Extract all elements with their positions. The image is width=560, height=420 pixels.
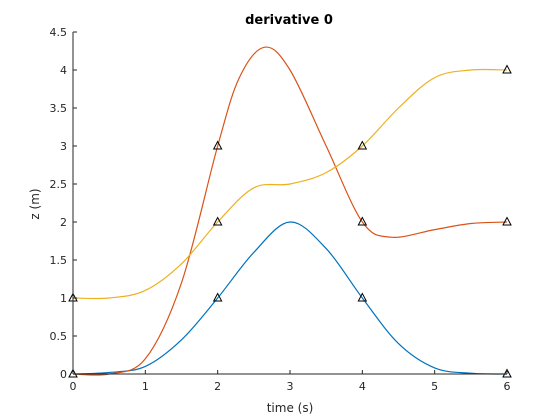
x-tick-label: 3 bbox=[287, 380, 294, 393]
chart-title: derivative 0 bbox=[245, 13, 333, 28]
axes bbox=[72, 32, 507, 375]
waypoint-marker bbox=[68, 368, 78, 378]
y-tick-label: 4 bbox=[60, 64, 67, 77]
marker-layer bbox=[68, 64, 512, 378]
series-line-3 bbox=[72, 68, 508, 300]
x-tick-label: 5 bbox=[431, 380, 438, 393]
y-tick-label: 2.5 bbox=[50, 178, 68, 191]
waypoint-marker bbox=[357, 216, 368, 226]
y-tick-label: 1.5 bbox=[50, 254, 68, 267]
y-tick-label: 0 bbox=[60, 368, 67, 381]
y-tick-label: 3 bbox=[60, 140, 67, 153]
waypoint-marker bbox=[502, 216, 512, 226]
y-tick-label: 0.5 bbox=[50, 330, 68, 343]
x-tick-label: 2 bbox=[214, 380, 221, 393]
x-tick-label: 6 bbox=[504, 380, 511, 393]
y-axis-label: z (m) bbox=[28, 188, 42, 219]
y-tick-label: 1 bbox=[60, 292, 67, 305]
ticks: 0 1 2 3 4 5 6 0 0.5 1 1.5 2 2.5 3 3.5 4 4.5 bbox=[50, 26, 511, 393]
y-tick-label: 2 bbox=[60, 216, 67, 229]
series-line-1 bbox=[72, 221, 508, 375]
waypoint-marker bbox=[212, 140, 223, 150]
x-tick-label: 4 bbox=[359, 380, 366, 393]
waypoint-marker bbox=[212, 216, 223, 226]
waypoint-marker bbox=[502, 368, 512, 378]
waypoint-marker bbox=[357, 292, 368, 302]
waypoint-marker bbox=[212, 292, 223, 302]
x-axis-label: time (s) bbox=[267, 401, 314, 415]
series-line-2 bbox=[72, 46, 508, 376]
x-tick-label: 0 bbox=[70, 380, 77, 393]
y-tick-label: 4.5 bbox=[50, 26, 68, 39]
series-layer bbox=[72, 46, 508, 376]
waypoint-marker bbox=[357, 140, 368, 150]
waypoint-marker bbox=[502, 64, 512, 74]
x-tick-label: 1 bbox=[142, 380, 149, 393]
y-tick-label: 3.5 bbox=[50, 102, 68, 115]
